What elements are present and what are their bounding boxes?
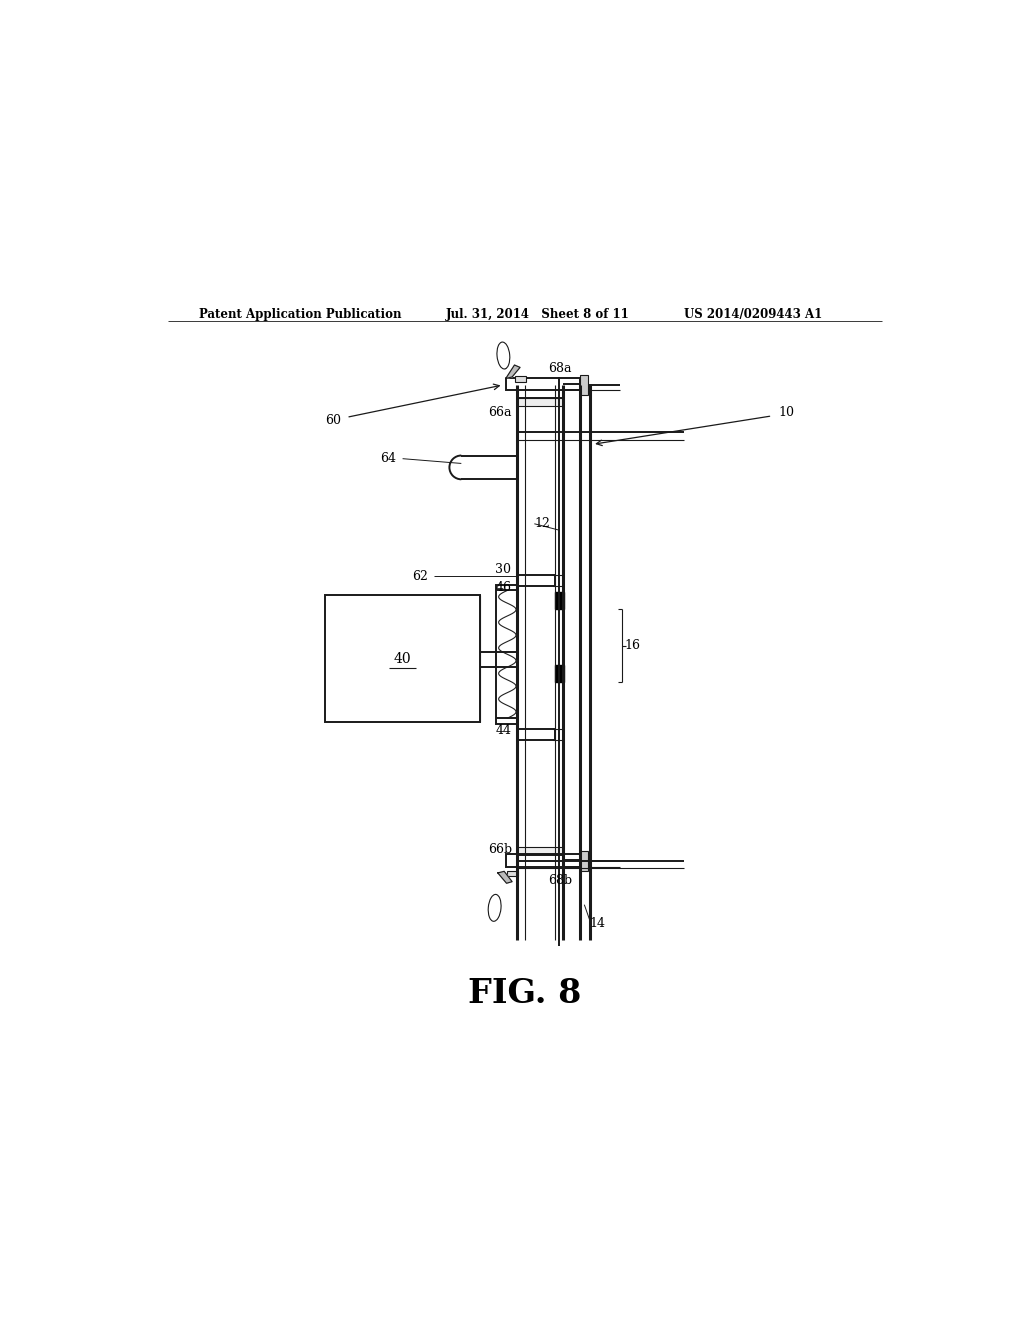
Bar [517, 846, 563, 854]
Text: 40: 40 [394, 652, 412, 665]
Text: 44: 44 [496, 723, 511, 737]
Bar [325, 595, 479, 722]
Text: 68b: 68b [549, 874, 572, 887]
Ellipse shape [497, 342, 510, 370]
Bar [517, 729, 555, 739]
Text: Patent Application Publication: Patent Application Publication [200, 308, 402, 321]
Text: 12: 12 [535, 517, 550, 531]
Text: 16: 16 [624, 639, 640, 652]
Text: 46: 46 [496, 581, 511, 594]
Bar [581, 375, 588, 395]
Text: 64: 64 [380, 453, 396, 465]
Bar [497, 585, 518, 723]
Bar [581, 850, 588, 871]
Text: 10: 10 [778, 407, 795, 420]
Text: 14: 14 [590, 917, 606, 931]
Text: US 2014/0209443 A1: US 2014/0209443 A1 [684, 308, 822, 321]
Bar [517, 399, 563, 407]
Bar [517, 574, 555, 586]
Text: 62: 62 [412, 570, 428, 582]
Polygon shape [498, 871, 512, 883]
Bar [515, 376, 525, 381]
Text: Jul. 31, 2014   Sheet 8 of 11: Jul. 31, 2014 Sheet 8 of 11 [445, 308, 629, 321]
Text: 30: 30 [496, 564, 511, 577]
Text: FIG. 8: FIG. 8 [468, 977, 582, 1010]
Bar [507, 871, 518, 876]
Text: 66b: 66b [488, 842, 512, 855]
Bar [506, 854, 581, 867]
Bar [506, 378, 581, 391]
Text: 66a: 66a [488, 407, 512, 420]
Text: 68a: 68a [549, 363, 572, 375]
Bar [555, 665, 563, 682]
Bar [555, 591, 563, 610]
Text: 60: 60 [325, 414, 341, 428]
Ellipse shape [488, 895, 501, 921]
Polygon shape [506, 366, 520, 379]
